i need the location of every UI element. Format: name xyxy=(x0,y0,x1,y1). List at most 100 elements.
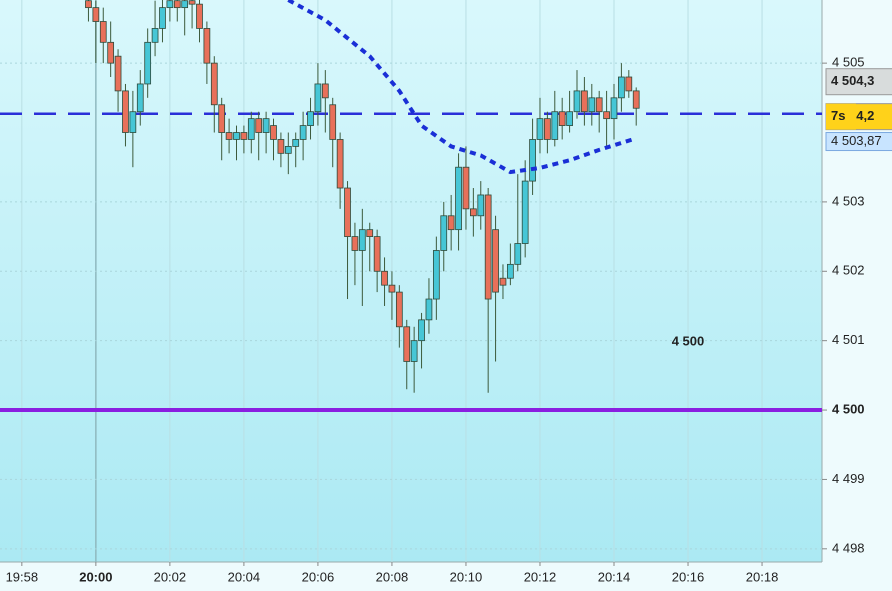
candle-body xyxy=(181,0,189,9)
candle-body xyxy=(218,104,226,133)
plot-background xyxy=(0,0,822,562)
candle-body xyxy=(203,28,211,64)
y-tick-label: 4 505 xyxy=(832,55,865,70)
candle-body xyxy=(151,28,159,43)
candle-body xyxy=(455,166,462,231)
candle-body xyxy=(307,111,314,126)
candle-body xyxy=(470,208,477,217)
candle-body xyxy=(499,277,507,286)
candle-body xyxy=(632,90,640,109)
x-tick-label: 20:14 xyxy=(598,569,631,584)
candle-body xyxy=(558,111,566,126)
candle-body xyxy=(262,118,270,133)
candle-body xyxy=(314,83,322,113)
y-tick-label: 4 502 xyxy=(832,263,865,278)
line-label: 4 500 xyxy=(672,333,705,348)
candle-body xyxy=(240,132,248,140)
candle-body xyxy=(432,250,440,300)
candle-body xyxy=(351,236,359,251)
candle-body xyxy=(299,125,307,140)
x-axis-panel xyxy=(0,562,822,591)
candle-body xyxy=(551,111,559,140)
candle-body xyxy=(462,166,470,210)
candle-body xyxy=(529,139,536,182)
price-tag xyxy=(825,68,892,96)
x-tick-label: 20:00 xyxy=(79,569,112,584)
candle-body xyxy=(477,194,485,217)
candle-body xyxy=(321,83,329,99)
candle-body xyxy=(173,0,181,9)
candle-body xyxy=(284,145,292,154)
x-tick-label: 20:04 xyxy=(228,569,261,584)
candle-body xyxy=(277,139,285,154)
candle-body xyxy=(403,326,411,362)
y-tick-label: 4 498 xyxy=(832,540,865,555)
candle-body xyxy=(336,139,344,189)
candle-body xyxy=(247,118,255,140)
candle-body xyxy=(255,118,263,133)
candle-body xyxy=(107,41,115,64)
x-tick-label: 20:10 xyxy=(450,569,483,584)
candle-body xyxy=(366,229,374,237)
candle-body xyxy=(566,111,573,126)
candle-body xyxy=(129,111,137,133)
candle-body xyxy=(373,236,381,272)
x-tick-label: 20:12 xyxy=(524,569,557,584)
candle-body xyxy=(410,340,418,362)
x-tick-label: 20:18 xyxy=(746,569,779,584)
y-tick-label: 4 503 xyxy=(832,193,865,208)
price-tag xyxy=(825,132,892,152)
candle-body xyxy=(521,180,529,244)
x-tick-label: 20:08 xyxy=(376,569,409,584)
candle-body xyxy=(625,76,633,92)
x-tick-label: 20:16 xyxy=(672,569,705,584)
candle-body xyxy=(166,0,174,9)
candle-body xyxy=(484,194,492,300)
candle-body xyxy=(588,97,596,113)
candle-body xyxy=(544,118,551,140)
x-tick-label: 19:58 xyxy=(6,569,39,584)
candle-body xyxy=(159,7,166,29)
candle-body xyxy=(610,97,618,120)
candle-body xyxy=(536,118,544,140)
candle-body xyxy=(573,90,581,113)
candle-body xyxy=(210,62,218,106)
candle-body xyxy=(270,125,277,140)
candle-body xyxy=(395,291,403,328)
y-tick-label: 4 501 xyxy=(832,332,865,347)
candle-body xyxy=(492,229,499,293)
candle-body xyxy=(440,215,448,251)
candle-body xyxy=(122,90,129,133)
candle-body xyxy=(514,243,522,265)
candle-body xyxy=(507,263,514,279)
candle-body xyxy=(618,76,625,99)
candle-body xyxy=(144,41,152,85)
candle-body xyxy=(92,7,100,22)
y-tick-label: 4 500 xyxy=(832,401,865,416)
candle-body xyxy=(603,111,610,120)
candle-body xyxy=(595,97,603,113)
candle-body xyxy=(418,319,425,342)
x-tick-label: 20:06 xyxy=(302,569,335,584)
price-tag-label: 4 504,3 xyxy=(831,73,874,88)
candle-body xyxy=(358,229,366,251)
countdown-label: 7s xyxy=(831,108,845,123)
candle-body xyxy=(292,139,300,147)
y-axis-panel xyxy=(822,0,892,591)
candle-body xyxy=(233,132,240,140)
candle-body xyxy=(581,90,588,113)
price-tag-label: 4 503,87 xyxy=(831,133,882,148)
candle-body xyxy=(85,0,92,9)
candle-body xyxy=(344,187,351,237)
candle-body xyxy=(388,284,396,293)
candle-body xyxy=(381,270,388,286)
candle-body xyxy=(136,83,144,113)
moving-average xyxy=(287,0,634,175)
candle-body xyxy=(188,0,196,5)
x-tick-label: 20:02 xyxy=(154,569,187,584)
candle-body xyxy=(329,104,337,140)
countdown-box xyxy=(826,103,856,130)
candle-body xyxy=(99,21,107,43)
y-tick-label: 4 499 xyxy=(832,471,865,486)
